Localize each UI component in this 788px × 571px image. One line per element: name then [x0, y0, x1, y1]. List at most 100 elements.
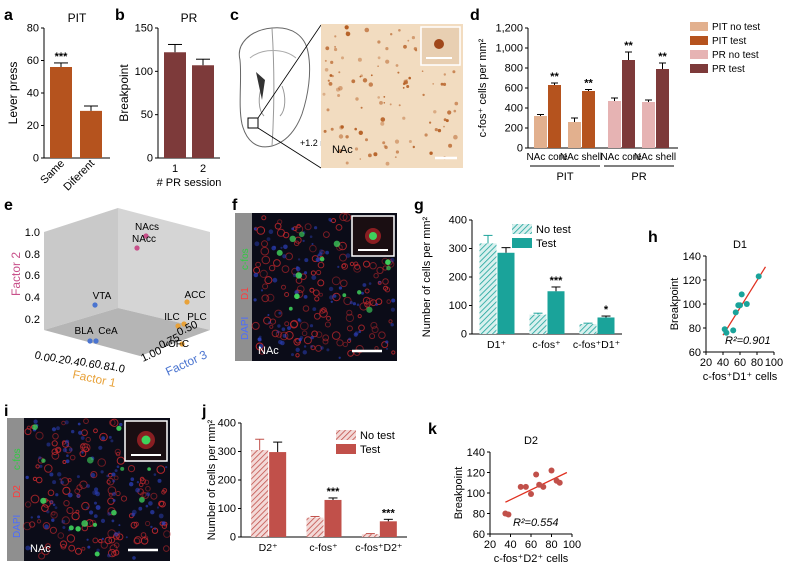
- f-dapi-nucleus: [311, 275, 317, 280]
- f-dapi-nucleus: [297, 258, 301, 261]
- f-red-cell: [301, 330, 308, 337]
- c-stained-cell: [334, 45, 337, 48]
- i-dapi-nucleus: [136, 481, 140, 484]
- i-red-cell: [163, 545, 170, 552]
- c-stained-cell: [395, 64, 399, 67]
- c-stained-cell: [440, 82, 444, 86]
- f-dapi-nucleus: [326, 348, 330, 352]
- f-dapi-nucleus: [253, 298, 257, 302]
- c-stained-cell: [344, 25, 349, 30]
- d-legend-swatch: [690, 36, 708, 45]
- axis-label-factor3: Factor 3: [163, 347, 209, 378]
- e-x-tick-label: 0.0: [33, 349, 51, 365]
- f-dapi-nucleus: [329, 219, 332, 223]
- i-dapi-nucleus: [86, 538, 89, 541]
- i-dapi-nucleus: [59, 478, 62, 481]
- f-red-cell: [315, 331, 323, 339]
- d-legend-swatch: [690, 64, 708, 73]
- i-cfos-cell: [116, 425, 122, 431]
- f-red-cell: [251, 321, 260, 330]
- i-red-cell: [61, 516, 70, 525]
- channel-bar-i: [7, 418, 24, 561]
- f-red-cell: [264, 276, 273, 285]
- region-label-i: NAc: [30, 543, 51, 555]
- i-dapi-nucleus: [112, 479, 116, 483]
- i-red-cell: [158, 500, 165, 507]
- channel-label-dapi-i: DAPI: [12, 515, 23, 538]
- i-red-cell: [67, 478, 72, 483]
- i-dapi-nucleus: [52, 480, 57, 485]
- k-y-tick-label: 100: [467, 488, 485, 500]
- i-red-cell: [51, 448, 59, 456]
- c-stained-cell: [447, 110, 452, 115]
- i-red-cell: [57, 532, 65, 539]
- f-dapi-nucleus: [375, 303, 378, 306]
- c-stained-cell: [443, 125, 445, 128]
- e-z-ticks: 0.2 0.4 0.6 0.8 1.0: [25, 227, 40, 326]
- c-stained-cell: [330, 60, 334, 64]
- i-dapi-nucleus: [64, 420, 69, 425]
- f-red-cell: [261, 240, 268, 248]
- c-stained-cell: [383, 96, 386, 98]
- d-y-tick-label: 800: [505, 63, 523, 75]
- f-dapi-nucleus: [390, 323, 394, 327]
- b-y-tick-label: 150: [135, 23, 153, 35]
- e-point: [134, 245, 140, 251]
- a-category-label: Diferent: [61, 158, 97, 194]
- c-stained-cell: [373, 152, 378, 157]
- i-dapi-nucleus: [110, 439, 114, 443]
- chart-b: 0 50 100 150 Breakpoint PR 1 2 # PR session: [117, 11, 221, 189]
- i-dapi-nucleus: [33, 419, 38, 424]
- d-y-tick-label: 1,200: [495, 23, 523, 35]
- c-stained-cell: [382, 141, 386, 145]
- f-dapi-nucleus: [291, 227, 295, 231]
- f-cfos-cell: [342, 293, 347, 298]
- d-significance: **: [550, 71, 559, 83]
- c-stained-cell: [360, 106, 363, 109]
- d-legend-swatch: [690, 50, 708, 59]
- f-red-cell: [259, 269, 268, 278]
- i-dapi-nucleus: [52, 503, 56, 507]
- j-legend-label: Test: [360, 444, 380, 456]
- h-point: [732, 309, 739, 316]
- c-stained-cell: [408, 76, 412, 80]
- c-stained-cell: [341, 56, 344, 60]
- i-red-cell: [81, 546, 86, 551]
- c-stained-cell: [383, 144, 387, 148]
- f-dapi-nucleus: [268, 321, 272, 325]
- c-stained-cell: [445, 119, 449, 123]
- f-dapi-nucleus: [312, 307, 317, 311]
- panel-letter-e: e: [4, 197, 13, 214]
- g-y-tick-label: 400: [449, 215, 467, 227]
- c-stained-cell: [365, 138, 368, 142]
- panel-letter-k: k: [428, 421, 437, 438]
- i-cfos-cell: [40, 497, 47, 504]
- i-red-cell: [38, 552, 46, 560]
- f-red-cell: [274, 309, 283, 318]
- c-stained-cell: [338, 86, 343, 91]
- e-point-label: ILC: [164, 312, 180, 323]
- i-red-cell: [113, 549, 120, 556]
- b-y-label: Breakpoint: [117, 64, 131, 122]
- f-red-cell: [294, 225, 304, 234]
- f-dapi-nucleus: [282, 333, 287, 338]
- g-category-label: c-fos⁺D1⁺: [573, 339, 621, 351]
- c-stained-cell: [412, 145, 415, 149]
- inset-cell-nucleus-f: [369, 232, 377, 240]
- c-stained-cell: [337, 94, 341, 97]
- c-stained-cell: [329, 74, 333, 77]
- f-red-cell: [281, 265, 290, 274]
- f-dapi-nucleus: [268, 229, 274, 234]
- f-dapi-nucleus: [258, 344, 264, 349]
- i-dapi-nucleus: [111, 519, 115, 523]
- c-stained-cell: [345, 31, 351, 37]
- f-red-cell: [336, 339, 344, 347]
- f-dapi-nucleus: [253, 272, 259, 278]
- i-dapi-nucleus: [153, 527, 157, 531]
- d-significance: **: [584, 78, 593, 90]
- d-legend-label: PIT no test: [712, 22, 760, 33]
- g-y-tick-label: 0: [461, 329, 467, 341]
- i-dapi-nucleus: [80, 436, 85, 440]
